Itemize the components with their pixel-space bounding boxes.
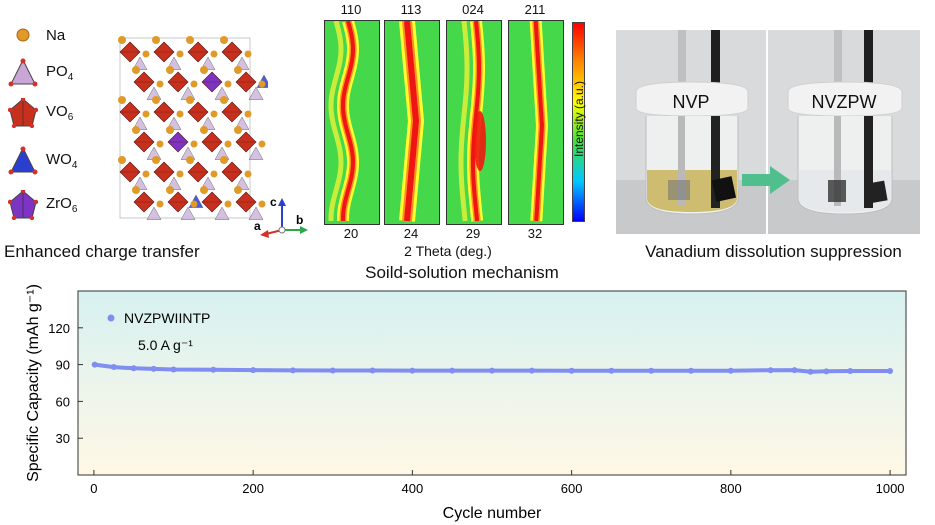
structure-legend-item: WO4 bbox=[8, 146, 77, 176]
xrd-peak-label: 113 bbox=[400, 2, 422, 17]
intensity-colorbar bbox=[572, 22, 585, 222]
structure-legend-item: ZrO6 bbox=[8, 190, 77, 220]
structure-legend-label: WO4 bbox=[46, 151, 78, 171]
two-theta-tick-label: 32 bbox=[527, 226, 543, 241]
x-tick-label: 200 bbox=[242, 481, 264, 496]
nvp-label: NVP bbox=[672, 92, 710, 112]
axis-triad-icon: c b a bbox=[254, 195, 308, 238]
x-tick-label: 1000 bbox=[876, 481, 905, 496]
xrd-peak-label: 024 bbox=[462, 2, 484, 17]
x-tick-label: 600 bbox=[561, 481, 583, 496]
x-tick-label: 0 bbox=[90, 481, 97, 496]
x-tick-label: 800 bbox=[720, 481, 742, 496]
y-tick-label: 30 bbox=[56, 431, 70, 446]
vo6-octahedron-icon bbox=[8, 98, 38, 128]
crystal-structure-illustration bbox=[118, 36, 268, 220]
xrd-contour-strip bbox=[384, 20, 440, 225]
y-axis-label: Specific Capacity (mAh g⁻¹) bbox=[25, 284, 42, 482]
xrd-contour-strip bbox=[324, 19, 380, 225]
y-tick-label: 120 bbox=[48, 321, 70, 336]
xrd-peak-label: 211 bbox=[524, 2, 546, 17]
rate-annotation: 5.0 A g⁻¹ bbox=[138, 337, 193, 353]
x-tick-label: 400 bbox=[402, 481, 424, 496]
dissolution-photo-panel: NVP NVZPW Vanadium dissolution suppressi… bbox=[612, 0, 935, 268]
structure-legend-label: Na bbox=[46, 26, 66, 44]
structure-legend-label: PO4 bbox=[46, 63, 74, 83]
two-theta-tick-label: 29 bbox=[465, 226, 481, 241]
series-line bbox=[92, 362, 893, 374]
xrd-contour-strip bbox=[446, 20, 502, 225]
plot-area bbox=[77, 290, 907, 476]
structure-legend-item: Na bbox=[8, 20, 65, 50]
two-theta-tick-label: 24 bbox=[403, 226, 419, 241]
legend-marker bbox=[107, 314, 115, 322]
nvp-beaker-photo: NVP bbox=[616, 30, 766, 234]
x-axis-label: Cycle number bbox=[443, 505, 542, 522]
colorbar-label: Intensity (a.u.) bbox=[572, 80, 586, 158]
xrd-contour-panel: 110 20 113 24 024 29 211 32 Intensity (a.u.) 2 … bbox=[318, 0, 608, 285]
zro6-octahedron-icon bbox=[8, 190, 38, 220]
structure-caption: Enhanced charge transfer bbox=[4, 242, 200, 261]
photo-caption: Vanadium dissolution suppression bbox=[645, 242, 902, 261]
axis-c-label: c bbox=[270, 195, 277, 209]
xrd-caption: Soild-solution mechanism bbox=[365, 263, 559, 282]
structure-legend-label: ZrO6 bbox=[46, 195, 78, 215]
structure-legend-label: VO6 bbox=[46, 103, 74, 123]
crystal-structure-panel: Na PO4 VO6 WO4 ZrO6 c b a Enhanced charge tr… bbox=[0, 0, 308, 268]
y-tick-label: 90 bbox=[56, 358, 70, 373]
axis-a-label: a bbox=[254, 219, 261, 233]
xrd-contour-strip bbox=[508, 20, 564, 225]
legend-series-label: NVZPWIINTP bbox=[124, 310, 210, 326]
structure-legend-item: VO6 bbox=[8, 98, 73, 128]
xrd-peak-label: 110 bbox=[340, 2, 362, 17]
xrd-x-axis-label: 2 Theta (deg.) bbox=[404, 243, 492, 259]
po4-tetrahedron-icon bbox=[8, 58, 38, 87]
sodium-sphere-icon bbox=[16, 28, 30, 42]
two-theta-tick-label: 20 bbox=[343, 226, 359, 241]
cycling-performance-chart: 0 200 400 600 800 1000 30 60 90 120 NVZPWIINTP 5.… bbox=[25, 284, 907, 522]
nvzpw-beaker-photo: NVZPW bbox=[768, 30, 920, 234]
axis-b-label: b bbox=[296, 213, 303, 227]
nvzpw-label: NVZPW bbox=[811, 92, 877, 112]
structure-legend-item: PO4 bbox=[8, 58, 73, 88]
y-tick-label: 60 bbox=[56, 394, 70, 409]
transition-arrow-icon bbox=[742, 166, 790, 194]
wo4-tetrahedron-icon bbox=[8, 146, 38, 175]
